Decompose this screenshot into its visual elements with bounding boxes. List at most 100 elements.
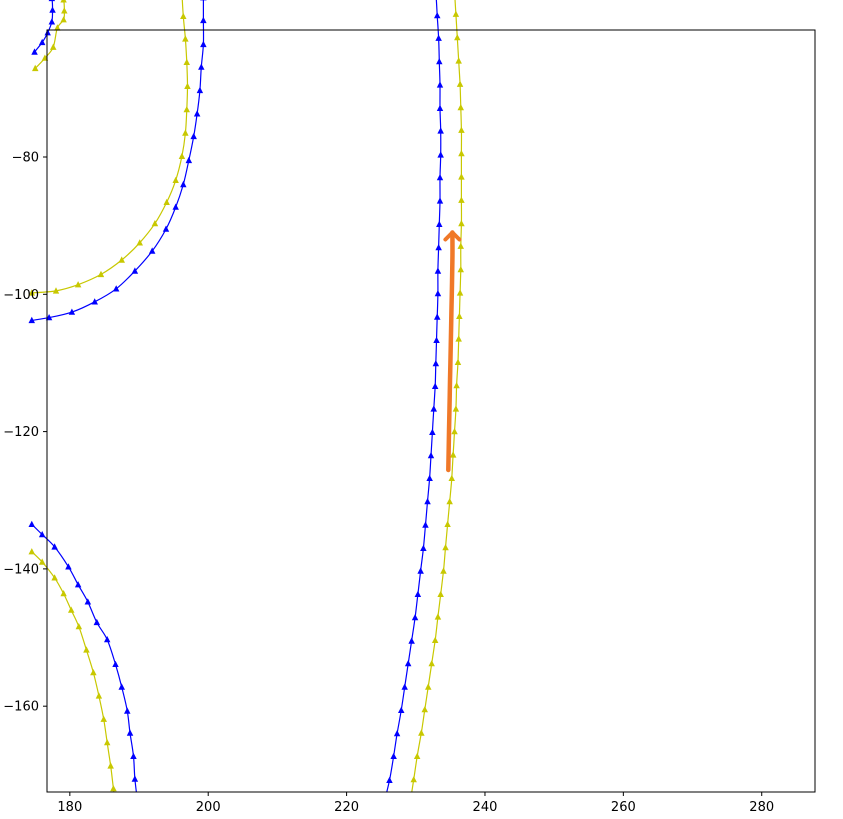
marker-4-13 (434, 267, 442, 274)
marker-5-19 (452, 405, 460, 412)
marker-3-7 (163, 198, 170, 205)
marker-5-27 (437, 590, 444, 597)
series-4 (386, 0, 444, 792)
marker-6-9 (118, 683, 125, 690)
marker-3-4 (118, 256, 125, 263)
marker-4-27 (414, 590, 422, 597)
marker-4-18 (431, 382, 439, 389)
marker-4-5 (436, 81, 444, 88)
marker-4-16 (433, 336, 440, 343)
marker-3-2 (74, 281, 82, 288)
marker-2-2 (68, 308, 76, 315)
marker-2-4 (112, 285, 120, 292)
marker-7-8 (95, 692, 103, 699)
marker-3-11 (183, 106, 190, 113)
marker-1-4 (60, 16, 67, 23)
axes-frame (46, 29, 816, 793)
marker-4-17 (432, 360, 440, 367)
series-2 (28, 0, 207, 324)
marker-5-18 (453, 382, 460, 389)
marker-1-6 (60, 0, 67, 3)
marker-2-0 (28, 316, 35, 324)
marker-5-12 (457, 242, 464, 249)
marker-7-2 (51, 574, 58, 581)
marker-2-8 (172, 203, 179, 210)
marker-6-5 (84, 598, 92, 605)
marker-4-33 (393, 730, 401, 737)
marker-2-3 (91, 298, 98, 305)
marker-5-23 (446, 498, 453, 505)
marker-5-32 (421, 706, 428, 713)
marker-4-23 (424, 498, 431, 505)
marker-4-6 (436, 104, 444, 111)
series-3 (28, 0, 191, 296)
marker-4-32 (398, 706, 405, 713)
marker-5-9 (458, 173, 465, 180)
marker-0-1 (38, 38, 46, 46)
marker-1-0 (32, 64, 39, 72)
marker-2-5 (131, 267, 139, 274)
marker-4-10 (436, 197, 444, 204)
marker-6-1 (38, 531, 46, 538)
marker-0-5 (48, 0, 56, 2)
marker-5-14 (456, 289, 464, 296)
marker-4-15 (434, 313, 441, 320)
y-tick-label: −160 (3, 700, 39, 715)
series-7 (28, 548, 117, 792)
marker-4-24 (422, 521, 429, 528)
marker-2-7 (162, 225, 170, 232)
marker-4-22 (426, 474, 433, 481)
marker-3-1 (52, 287, 60, 294)
marker-4-11 (436, 220, 443, 227)
x-tick-label: 280 (749, 800, 774, 815)
marker-4-7 (437, 127, 444, 134)
marker-2-11 (190, 132, 197, 140)
marker-5-29 (431, 636, 439, 643)
marker-2-16 (200, 16, 207, 24)
y-tick-label: −100 (3, 288, 39, 303)
marker-4-21 (427, 452, 435, 459)
marker-4-28 (411, 614, 419, 621)
marker-4-14 (434, 290, 442, 297)
marker-4-31 (401, 683, 408, 690)
marker-4-29 (408, 637, 415, 644)
marker-4-8 (437, 151, 444, 158)
marker-6-8 (112, 660, 119, 667)
marker-4-34 (390, 752, 397, 759)
marker-3-3 (97, 270, 105, 278)
marker-7-3 (60, 590, 67, 597)
marker-4-2 (434, 12, 441, 19)
marker-3-12 (184, 82, 191, 89)
marker-3-8 (172, 176, 179, 183)
series-5 (410, 0, 465, 792)
marker-5-30 (428, 660, 435, 667)
marker-0-4 (49, 6, 56, 13)
marker-3-9 (178, 152, 186, 159)
marker-2-6 (148, 247, 156, 254)
marker-5-24 (444, 520, 451, 527)
marker-1-3 (54, 24, 61, 31)
arrow-head (443, 230, 462, 242)
marker-5-4 (455, 57, 462, 64)
marker-5-10 (458, 196, 465, 203)
marker-7-5 (75, 623, 83, 630)
marker-6-12 (130, 752, 137, 759)
series-layer (28, 0, 465, 792)
marker-7-1 (38, 558, 46, 565)
y-axis: −80 −100 −120 −140 −160 (3, 151, 47, 715)
marker-5-7 (458, 126, 465, 133)
marker-7-11 (107, 762, 114, 769)
x-tick-label: 200 (196, 800, 221, 815)
marker-4-35 (386, 776, 393, 783)
marker-5-8 (458, 150, 465, 157)
marker-5-2 (452, 10, 460, 17)
y-tick-label: −120 (3, 425, 39, 440)
marker-6-10 (124, 707, 131, 714)
marker-2-13 (196, 86, 204, 94)
marker-4-9 (436, 174, 444, 181)
marker-5-16 (455, 335, 462, 342)
marker-7-7 (90, 669, 97, 676)
marker-5-31 (425, 683, 432, 690)
marker-7-4 (68, 606, 75, 613)
marker-6-2 (51, 543, 58, 550)
